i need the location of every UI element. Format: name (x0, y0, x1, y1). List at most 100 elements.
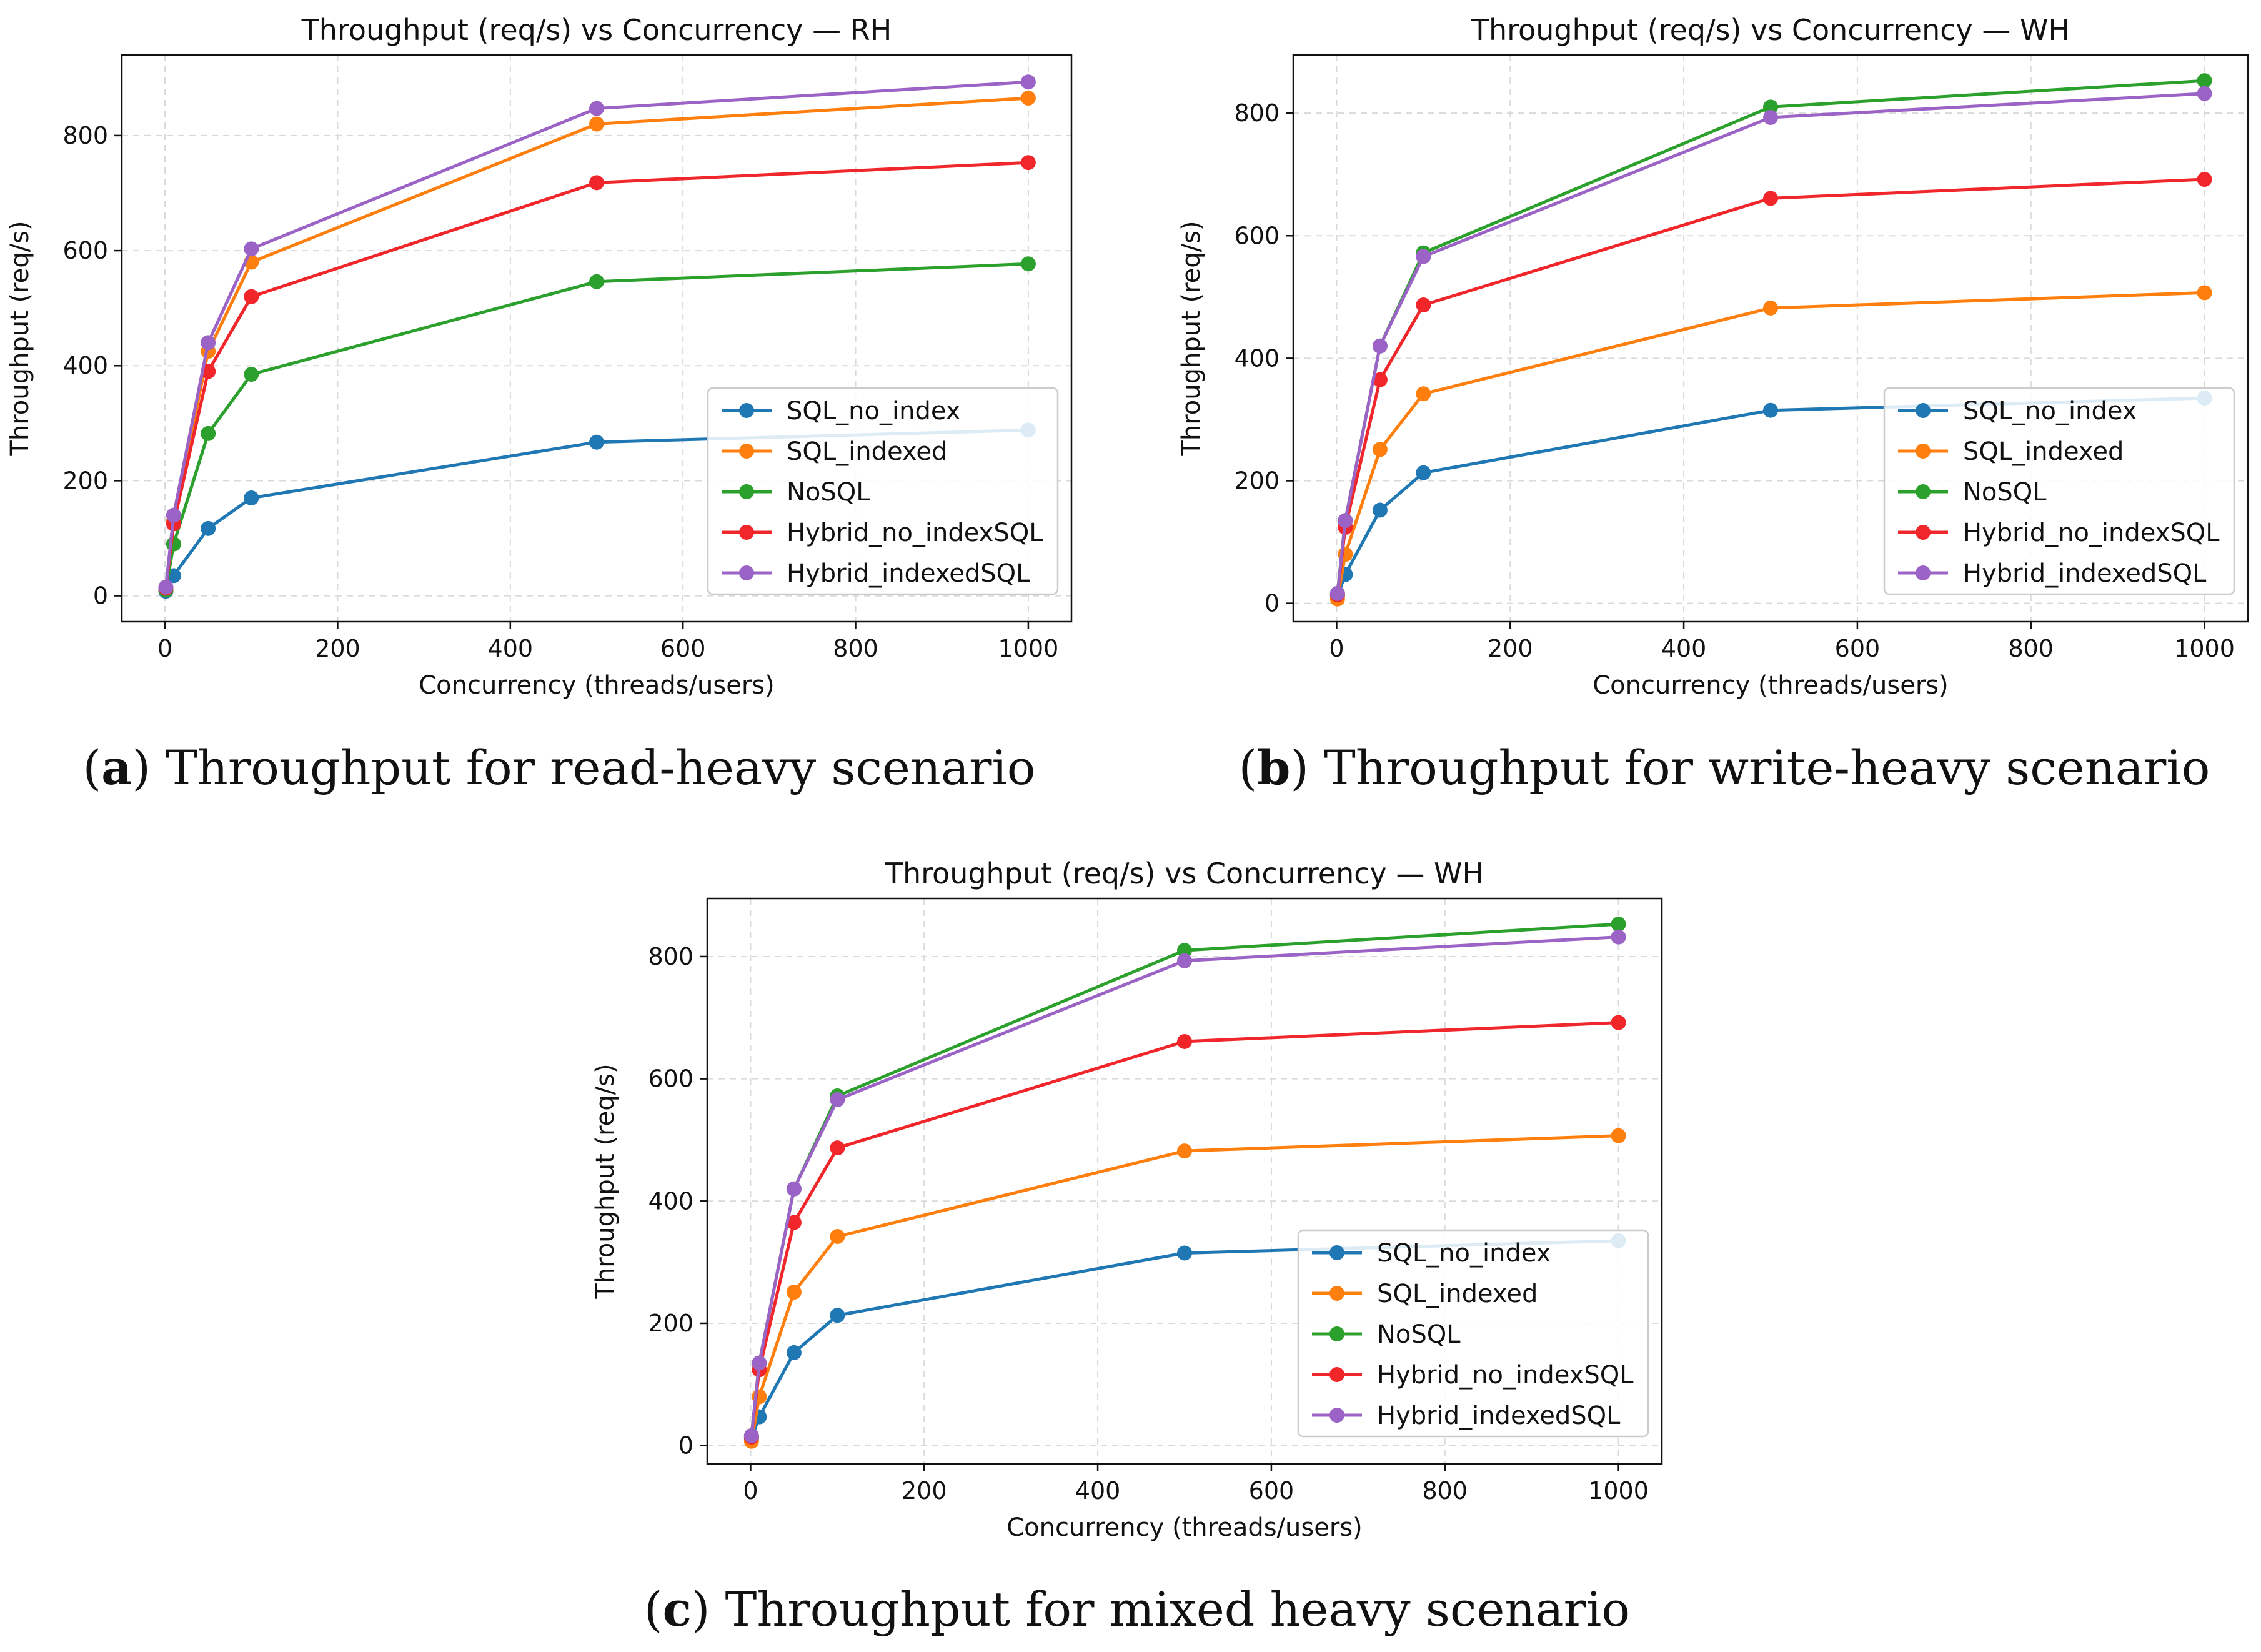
series-hybrid-indexedsql (1329, 86, 2212, 601)
chart-c: 0 200 400 600 800 1000 0 200 400 600 800 SQL_no_ind… (591, 857, 1663, 1637)
data-point (1177, 953, 1192, 968)
y-tick-label: 400 (62, 352, 108, 379)
data-point (1177, 943, 1192, 958)
x-tick-label: 1000 (1588, 1477, 1649, 1505)
x-tick-label: 200 (315, 635, 360, 662)
legend-entry: SQL_no_index (1377, 1239, 1551, 1268)
subfigure-caption: (b) Throughput for write-heavy scenario (1239, 740, 2210, 795)
data-point (743, 1428, 759, 1443)
data-point (2197, 73, 2212, 89)
legend-swatch-marker (1329, 1286, 1344, 1301)
x-tick-label: 400 (488, 635, 534, 662)
data-point (158, 579, 174, 595)
data-point (1611, 917, 1626, 932)
legend-entry: Hybrid_indexedSQL (1377, 1401, 1621, 1430)
legend-entry: Hybrid_indexedSQL (787, 559, 1030, 588)
series-line (750, 1134, 1619, 1442)
subfigure-caption: (a) Throughput for read-heavy scenario (82, 740, 1035, 795)
data-point (1372, 502, 1388, 518)
y-tick-label: 400 (1234, 344, 1280, 372)
y-axis-label: Throughput (req/s) (1177, 221, 1206, 456)
data-point (1416, 465, 1431, 480)
chart-title: Throughput (req/s) vs Concurrency — RH (301, 13, 892, 47)
x-tick-label: 400 (1075, 1477, 1121, 1505)
data-point (1020, 256, 1036, 272)
legend-entry: NoSQL (1377, 1320, 1461, 1349)
data-point (830, 1229, 845, 1245)
data-point (1763, 402, 1778, 418)
data-point (244, 241, 259, 257)
x-axis-label: Concurrency (threads/users) (1006, 1513, 1362, 1542)
chart-title: Throughput (req/s) vs Concurrency — WH (885, 857, 1484, 890)
chart-title: Throughput (req/s) vs Concurrency — WH (1471, 13, 2070, 47)
data-point (1763, 191, 1778, 206)
y-tick-label: 800 (62, 122, 108, 149)
y-tick-label: 800 (1234, 99, 1280, 127)
legend-entry: SQL_indexed (1377, 1280, 1538, 1308)
legend-entry: Hybrid_indexedSQL (1963, 559, 2207, 588)
data-point (589, 101, 604, 116)
x-axis-label: Concurrency (threads/users) (1593, 671, 1948, 700)
legend-entry: SQL_indexed (1963, 437, 2124, 466)
legend: SQL_no_index SQL_indexed NoSQL Hybrid_no_in… (707, 387, 1059, 595)
legend-swatch-marker (1916, 525, 1931, 540)
data-point (1416, 386, 1431, 402)
legend-swatch-marker (1329, 1326, 1344, 1341)
y-tick-label: 0 (93, 582, 108, 610)
data-point (589, 274, 604, 289)
y-tick-label: 600 (648, 1065, 693, 1093)
data-point (1372, 372, 1388, 387)
legend-swatch-marker (739, 444, 754, 459)
y-tick-label: 0 (1265, 590, 1280, 617)
series-hybrid-indexedsql (158, 74, 1036, 595)
legend-frame (1883, 387, 2235, 595)
legend-swatch-marker (1916, 565, 1931, 580)
legend: SQL_no_index SQL_indexed NoSQL Hybrid_no_in… (1883, 387, 2235, 595)
x-tick-label: 600 (1835, 635, 1881, 662)
y-tick-label: 200 (648, 1310, 693, 1337)
plot-frame (706, 897, 1663, 1465)
data-point (830, 1308, 845, 1323)
y-tick-label: 400 (648, 1187, 693, 1215)
x-tick-label: 800 (1422, 1477, 1468, 1505)
data-point (2197, 172, 2212, 187)
data-point (1020, 91, 1036, 106)
data-point (244, 490, 259, 506)
data-point (2197, 86, 2212, 101)
x-tick-label: 800 (2008, 635, 2054, 662)
chart-b: 0 200 400 600 800 1000 0 200 400 600 800 SQL_no_ind… (1177, 13, 2249, 795)
data-point (1177, 1245, 1192, 1261)
legend-swatch-marker (739, 565, 754, 580)
y-tick-label: 0 (678, 1432, 693, 1460)
chart-a: 0 200 400 600 800 1000 0 200 400 600 800 SQL_no_ind… (6, 13, 1073, 795)
data-point (1416, 297, 1431, 313)
legend-swatch-marker (739, 484, 754, 499)
series-line (164, 80, 1029, 588)
data-point (1020, 155, 1036, 171)
series-hybrid-indexedsql (743, 929, 1626, 1443)
series-line (164, 262, 1029, 590)
legend: SQL_no_index SQL_indexed NoSQL Hybrid_no_in… (1297, 1229, 1649, 1438)
data-point (786, 1345, 802, 1360)
data-point (1338, 513, 1353, 529)
data-point (166, 536, 181, 552)
legend-frame (1297, 1229, 1649, 1438)
data-point (589, 434, 604, 450)
x-tick-label: 600 (1249, 1477, 1294, 1505)
legend-entry: SQL_indexed (787, 437, 947, 466)
data-point (1416, 249, 1431, 264)
series-line (1336, 92, 2205, 594)
legend-frame (707, 387, 1059, 595)
plot-frame (1292, 54, 2249, 623)
data-point (1020, 74, 1036, 90)
legend-entry: SQL_no_index (1963, 397, 2137, 425)
x-axis-label: Concurrency (threads/users) (419, 671, 774, 700)
y-tick-label: 600 (62, 237, 108, 264)
data-point (2197, 285, 2212, 301)
series-line (1336, 291, 2205, 600)
data-point (589, 175, 604, 191)
x-tick-label: 200 (1488, 635, 1533, 662)
data-point (166, 507, 181, 523)
legend-swatch-marker (1329, 1245, 1344, 1260)
